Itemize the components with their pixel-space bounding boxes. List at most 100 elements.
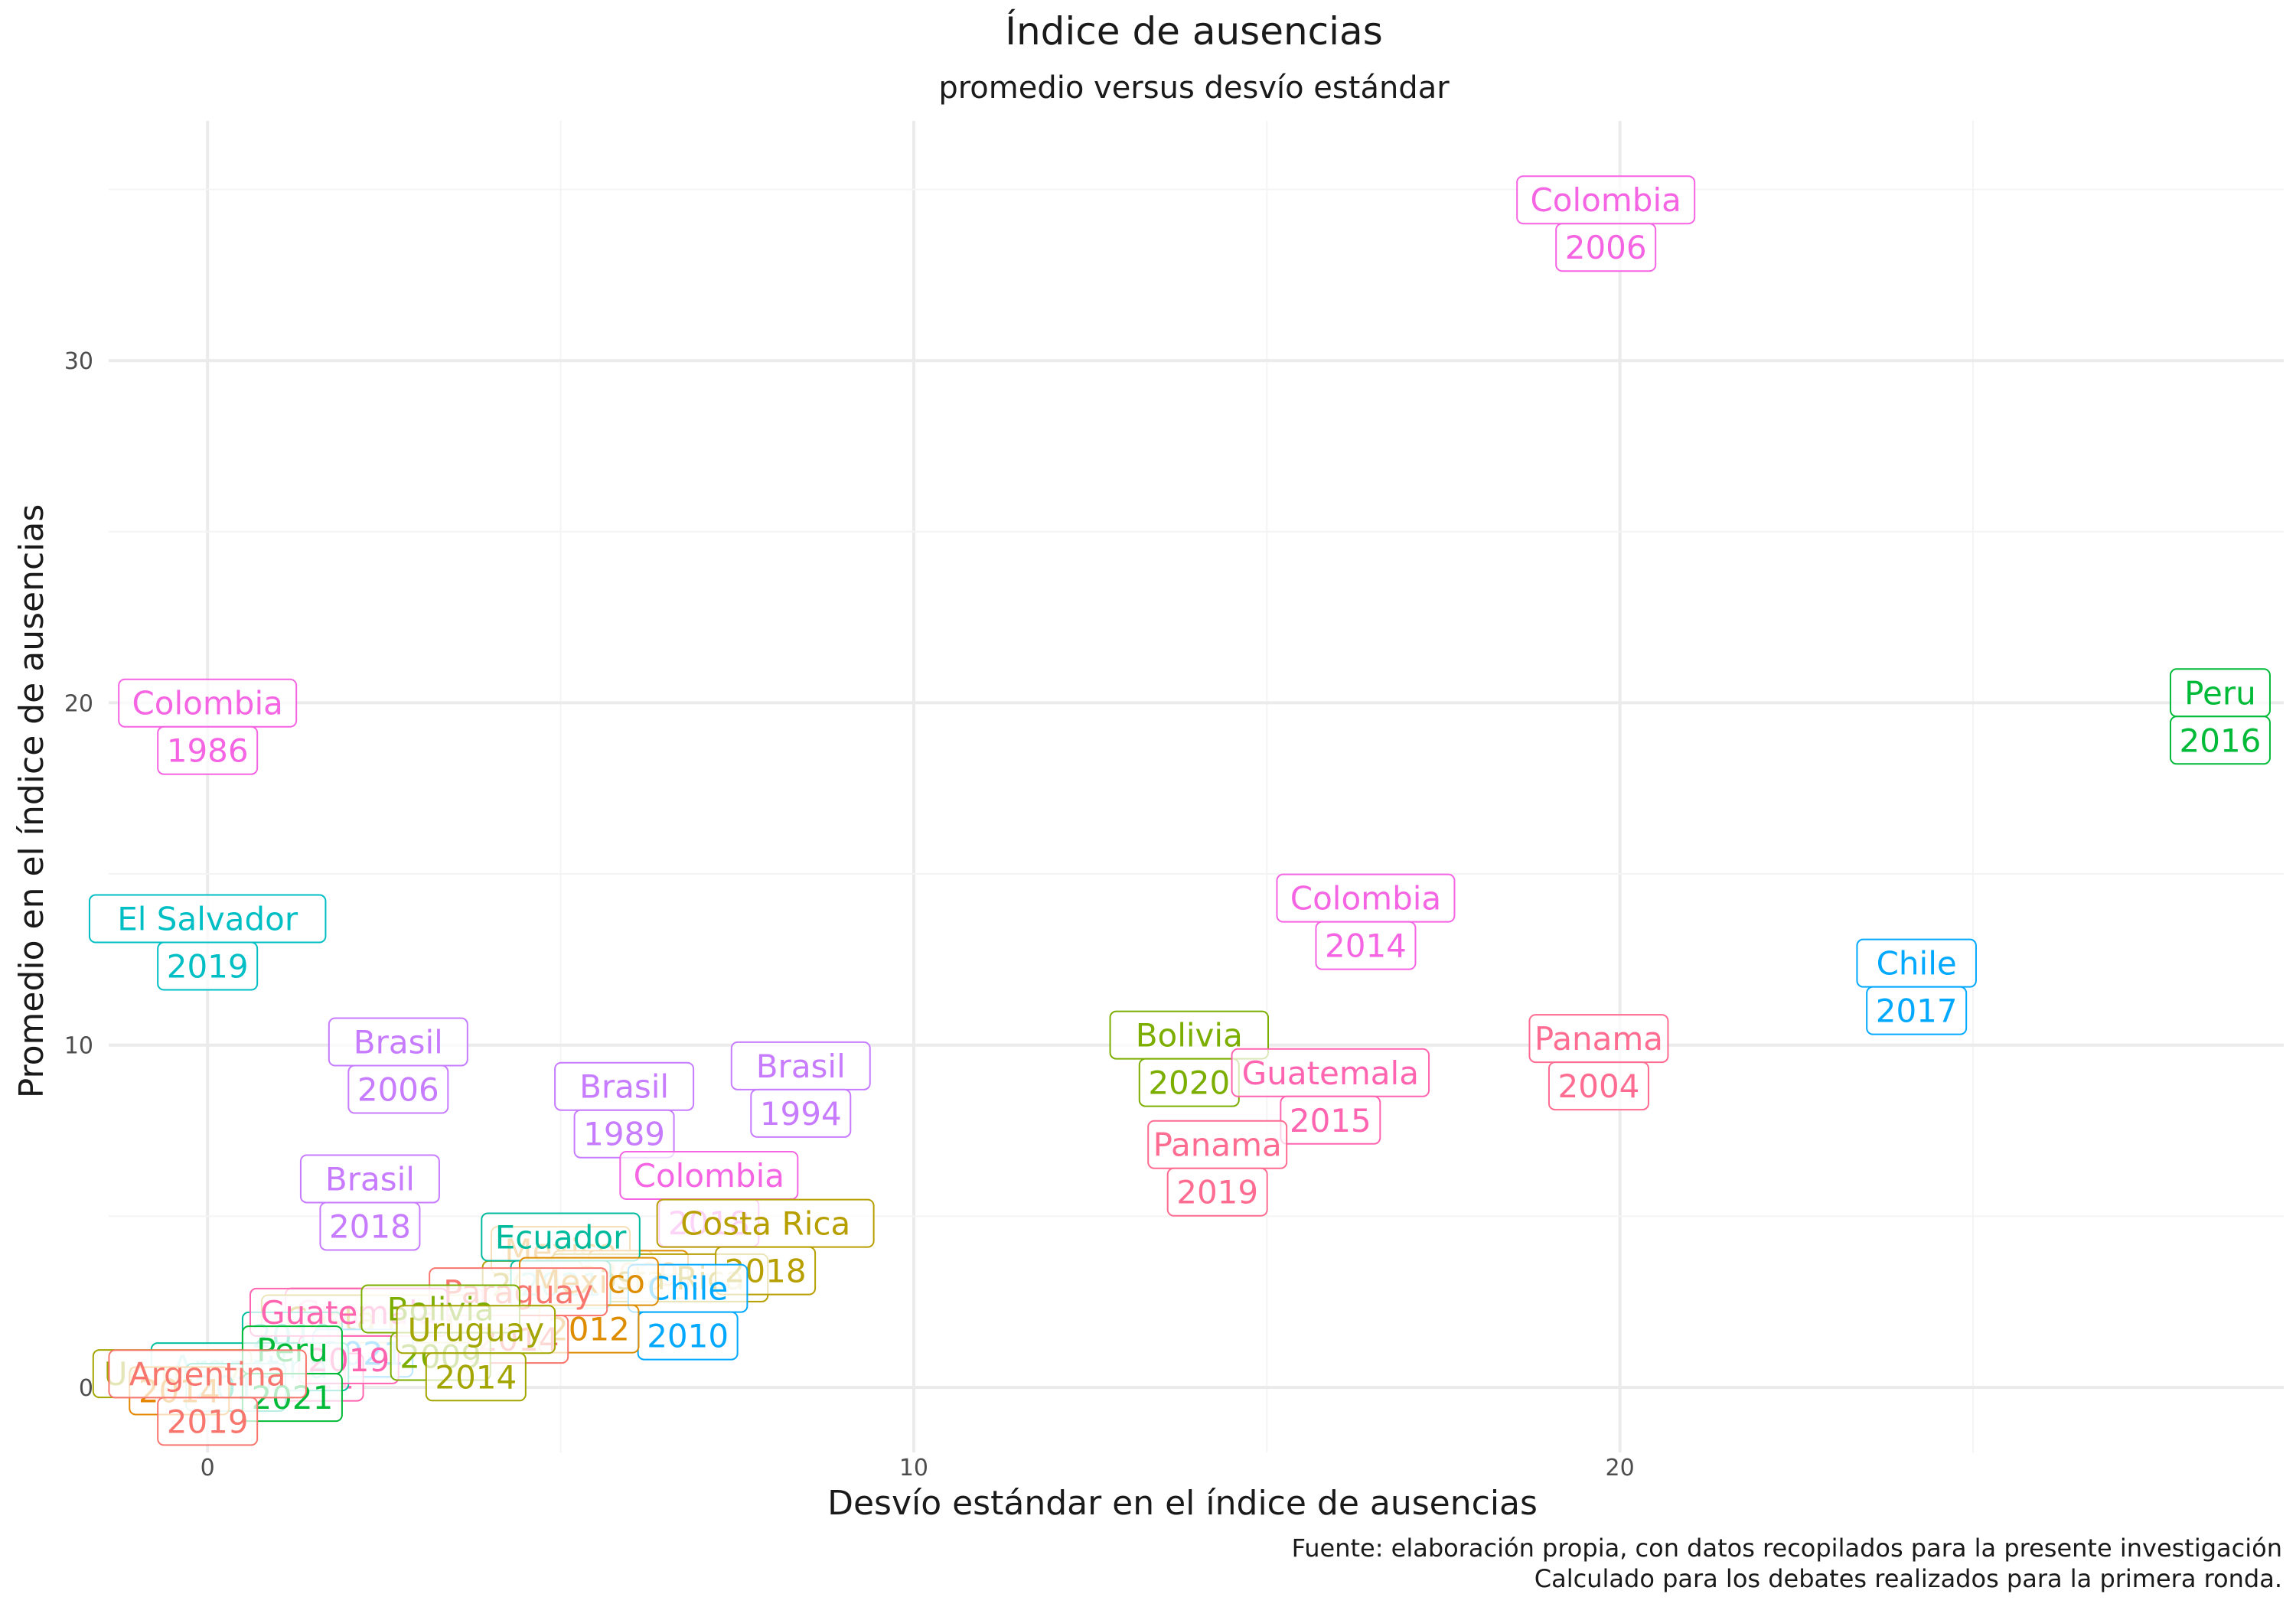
point-label-year: 1994	[750, 1088, 852, 1138]
point-label-country-text: Colombia	[132, 685, 282, 722]
point-label-year-text: 2006	[357, 1071, 439, 1109]
point-label-country-text: Bolivia	[1136, 1017, 1243, 1054]
point-label-year-box	[157, 1397, 259, 1446]
point-label-country-text: Costa Rica	[680, 1205, 850, 1243]
point-label-year-box	[1866, 986, 1968, 1035]
point-label-year: 2010	[637, 1311, 739, 1361]
point-label-year-text: 2004	[1558, 1068, 1640, 1105]
point-labels: Mexico20182009Costa Rica2009GuatemalaCos…	[88, 175, 2271, 1446]
point-label-year: 2019	[157, 941, 259, 991]
point-label-country: Panama	[1528, 1014, 1669, 1064]
point-label-year-text: 2019	[167, 1403, 249, 1440]
point-label-country: Chile	[1856, 938, 1977, 988]
point-label-year-text: 2019	[167, 948, 249, 986]
point-label-country-text: Chile	[647, 1270, 728, 1308]
chart-subtitle: promedio versus desvío estándar	[938, 70, 1450, 106]
point-label-year-box	[1555, 223, 1657, 272]
caption-line-1: Fuente: elaboración propia, con datos re…	[1292, 1534, 2282, 1563]
point-label-year: 2018	[319, 1201, 421, 1251]
y-tick-label: 0	[79, 1375, 93, 1402]
point-label-year-text: 2017	[1876, 993, 1958, 1030]
point-label-year-box	[1166, 1167, 1268, 1217]
x-axis-title: Desvío estándar en el índice de ausencia…	[827, 1484, 1538, 1523]
point-label-year-text: 2019	[1176, 1174, 1258, 1211]
y-tick-label: 30	[64, 348, 93, 375]
point-label-year-text: 1994	[760, 1095, 842, 1133]
point-label-country-text: Brasil	[354, 1024, 443, 1061]
chart-title: Índice de ausencias	[1005, 8, 1383, 54]
point-label-country-text: Panama	[1153, 1126, 1282, 1164]
point-label-country: Uruguay	[396, 1305, 556, 1354]
point-label-year-box	[157, 725, 259, 775]
point-label-year: 2006	[347, 1064, 449, 1114]
point-label-country-text: Chile	[1877, 945, 1957, 983]
point-label-country-text: Guatemala	[1242, 1054, 1419, 1092]
point-label-country-text: Colombia	[1530, 181, 1681, 219]
point-label-year-box	[1315, 921, 1417, 970]
point-label-year-text: 2014	[435, 1358, 517, 1396]
tick-labels: 0 10 20 0 10 20 30	[64, 348, 1635, 1482]
point-label-year: 2019	[1166, 1167, 1268, 1217]
point-label-country: Brasil	[299, 1154, 440, 1204]
point-label-country-text: Argentina	[129, 1355, 286, 1393]
point-label-year-box	[157, 941, 259, 991]
point-label-country: Colombia	[118, 678, 298, 728]
point-label-year-text: 2020	[1148, 1064, 1230, 1102]
point-label-country: Brasil	[328, 1017, 468, 1067]
point-label-year: 2016	[2169, 715, 2271, 765]
point-label-year-text: 1986	[167, 732, 249, 770]
point-label-year: 1986	[157, 725, 259, 775]
point-label-year-text: 2010	[647, 1318, 729, 1355]
point-label-year-box	[750, 1088, 852, 1138]
point-label-year-box	[319, 1201, 421, 1251]
point-label-year-text: 2015	[1290, 1102, 1371, 1139]
point-label-country: Bolivia	[1109, 1010, 1270, 1060]
point-label-year-box	[1548, 1061, 1649, 1111]
point-label-year: 2015	[1280, 1095, 1381, 1145]
point-label-country: Panama	[1147, 1120, 1288, 1169]
x-tick-label: 10	[899, 1455, 928, 1482]
point-label-country: Brasil	[730, 1041, 871, 1090]
point-label-country: Colombia	[1516, 175, 1696, 225]
point-label-country-text: Panama	[1534, 1020, 1663, 1058]
point-label-country: Brasil	[554, 1061, 695, 1111]
point-label-country: Costa Rica	[656, 1198, 875, 1248]
point-label-country-text: El Salvador	[117, 901, 298, 938]
caption-line-2: Calculado para los debates realizados pa…	[1534, 1564, 2282, 1593]
point-label-country-text: Brasil	[579, 1068, 669, 1106]
point-label-year-box	[2169, 715, 2271, 765]
y-tick-label: 20	[64, 690, 93, 717]
point-label-country-text: Peru	[2184, 674, 2256, 712]
point-label-country-text: Brasil	[756, 1048, 846, 1085]
point-label-year-box	[425, 1352, 527, 1402]
point-label-year: 2017	[1866, 986, 1968, 1035]
point-label-country-text: Brasil	[325, 1160, 415, 1198]
point-label-year: 2006	[1555, 223, 1657, 272]
point-label-country: Guatemala	[1231, 1048, 1430, 1097]
point-label-year-text: 1989	[583, 1116, 665, 1153]
point-label-country-text: Colombia	[1290, 880, 1441, 918]
point-label-year: 2014	[425, 1352, 527, 1402]
point-label-country-text: Uruguay	[408, 1311, 545, 1348]
point-label-country: Argentina	[108, 1349, 307, 1399]
point-label-country: Peru	[2169, 668, 2271, 718]
point-label-year: 2019	[157, 1397, 259, 1446]
point-label-year: 2020	[1138, 1058, 1240, 1107]
point-label-year-text: 2018	[329, 1208, 411, 1245]
point-label-country: El Salvador	[88, 894, 327, 944]
point-label-country-text: Ecuador	[495, 1219, 627, 1257]
point-label-year: 2004	[1548, 1061, 1649, 1111]
point-label-year-text: 2014	[1325, 927, 1407, 965]
point-label-year-text: 2016	[2180, 722, 2262, 759]
x-tick-label: 20	[1606, 1455, 1635, 1482]
point-label-year-text: 2006	[1565, 229, 1647, 266]
point-label-country: Colombia	[1276, 873, 1456, 923]
y-tick-label: 10	[64, 1033, 93, 1060]
point-label-year: 2014	[1315, 921, 1417, 970]
point-label-country: Ecuador	[481, 1212, 641, 1262]
point-label-country: Colombia	[619, 1150, 799, 1200]
point-label-year-box	[347, 1064, 449, 1114]
y-axis-title: Promedio en el índice de ausencias	[12, 504, 51, 1099]
grid-lines	[109, 121, 2284, 1452]
